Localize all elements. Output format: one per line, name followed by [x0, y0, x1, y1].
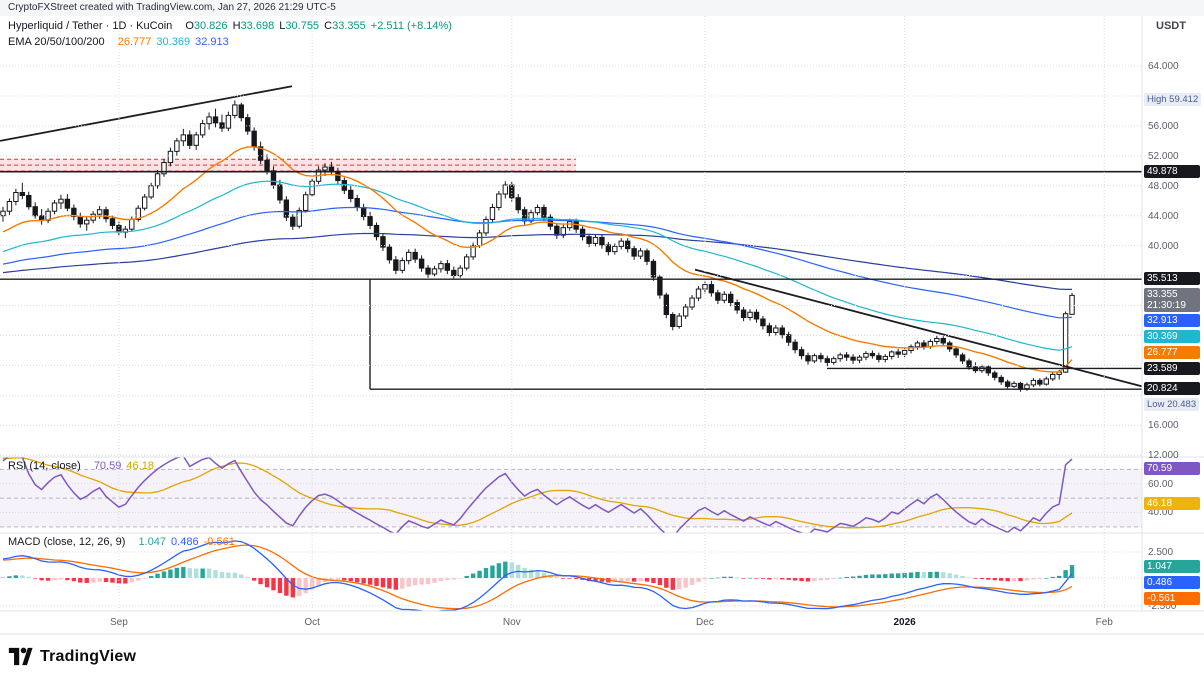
- axis-tick: 52.000: [1148, 150, 1179, 162]
- ema50-value: 30.369: [156, 36, 191, 48]
- ema100-value: 32.913: [195, 36, 229, 48]
- close-value: 33.355: [332, 20, 366, 32]
- axis-tick: 2.500: [1148, 547, 1174, 559]
- attribution-text: CryptoFXStreet created with TradingView.…: [8, 2, 336, 13]
- resistance-level-label: 49.878: [1144, 164, 1200, 178]
- high-value: 33.698: [240, 20, 275, 32]
- symbol-legend[interactable]: Hyperliquid / Tether · 1D · KuCoin O30.8…: [8, 20, 454, 32]
- macd-legend[interactable]: MACD (close, 12, 26, 9) 1.047 0.486 -0.5…: [8, 536, 237, 548]
- time-axis-label: Sep: [110, 617, 128, 628]
- ema20-value: 26.777: [117, 36, 152, 48]
- last-price-countdown-label: 33.355 21:30:19: [1144, 288, 1200, 313]
- macd-line-value: 0.486: [171, 536, 199, 548]
- time-axis-label: 2026: [893, 617, 916, 628]
- close-label: C: [324, 20, 333, 32]
- tradingview-attribution[interactable]: TradingView: [8, 646, 136, 667]
- ema50-price-label: 30.369: [1144, 330, 1200, 344]
- lower-level-label: 20.824: [1144, 382, 1200, 396]
- support-level-label: 23.589: [1144, 362, 1200, 376]
- axis-tick: 60.00: [1148, 478, 1174, 490]
- time-axis-label: Dec: [696, 617, 714, 628]
- rsi-ma-value: 46.18: [126, 460, 154, 472]
- open-value: 30.826: [193, 20, 228, 32]
- ema20-price-label: 26.777: [1144, 346, 1200, 360]
- axis-tick: 40.000: [1148, 240, 1179, 252]
- axis-tick: 12.000: [1148, 450, 1179, 462]
- ema100-price-label: 32.913: [1144, 314, 1200, 328]
- mid-level-label: 35.513: [1144, 272, 1200, 286]
- high-label: H: [232, 20, 241, 32]
- rsi-value: 70.59: [93, 460, 122, 472]
- axis-tick: 56.000: [1148, 120, 1179, 132]
- ema-legend[interactable]: EMA 20/50/100/200 26.777 30.369 32.913: [8, 36, 231, 48]
- time-axis-label: Nov: [502, 617, 521, 628]
- change-value: +2.511 (+8.14%): [370, 20, 452, 32]
- low-value: 30.755: [285, 20, 320, 32]
- macd-signal-label: -0.561: [1144, 592, 1200, 606]
- axis-tick: 48.000: [1148, 180, 1179, 192]
- price-axis[interactable]: 64.000 56.000 52.000 48.000 44.000 40.000 16.0…: [1142, 16, 1204, 634]
- rsi-value-label: 70.59: [1144, 461, 1200, 475]
- macd-line-label: 0.486: [1144, 576, 1200, 590]
- rsi-label: RSI (14, close): [8, 460, 81, 472]
- low-price-label: Low 20.483: [1144, 398, 1200, 412]
- axis-tick: 16.000: [1148, 420, 1179, 432]
- ema-label: EMA 20/50/100/200: [8, 36, 105, 48]
- low-label: L: [279, 20, 286, 32]
- macd-hist-value: 1.047: [138, 536, 166, 548]
- attribution-bar: CryptoFXStreet created with TradingView.…: [0, 0, 1204, 16]
- time-axis[interactable]: Sep Oct Nov Dec 2026 Feb: [0, 612, 1142, 634]
- macd-hist-label: 1.047: [1144, 560, 1200, 574]
- rsi-legend[interactable]: RSI (14, close) 70.59 46.18: [8, 460, 156, 472]
- macd-signal-value: -0.561: [203, 536, 235, 548]
- rsi-ma-value-label: 46.18: [1144, 496, 1200, 510]
- time-axis-label: Oct: [304, 617, 320, 628]
- time-axis-label: Feb: [1095, 617, 1113, 628]
- open-label: O: [185, 20, 194, 32]
- symbol-title: Hyperliquid / Tether · 1D · KuCoin: [8, 20, 173, 32]
- high-price-label: High 59.412: [1144, 93, 1202, 107]
- axis-tick: 44.000: [1148, 210, 1179, 222]
- macd-label: MACD (close, 12, 26, 9): [8, 536, 126, 548]
- price-axis-currency[interactable]: USDT: [1156, 20, 1186, 32]
- axis-tick: 40.00: [1148, 507, 1174, 519]
- axis-tick: 64.000: [1148, 61, 1179, 72]
- axis-tick: -2.500: [1148, 600, 1177, 612]
- tradingview-logo-text: TradingView: [40, 647, 137, 665]
- tradingview-logo-icon: [8, 647, 33, 666]
